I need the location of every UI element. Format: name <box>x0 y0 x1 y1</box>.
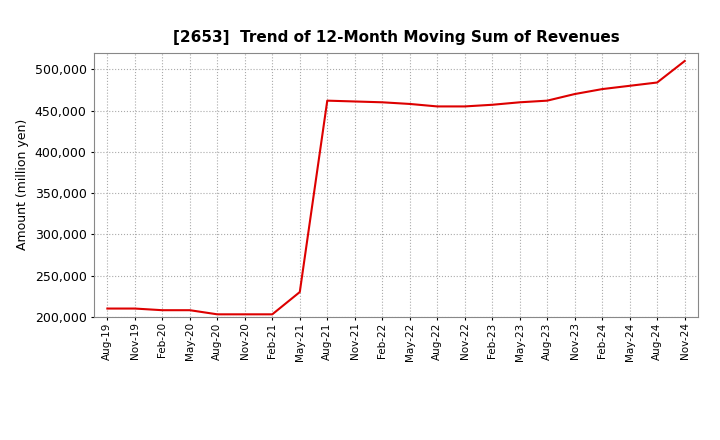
Title: [2653]  Trend of 12-Month Moving Sum of Revenues: [2653] Trend of 12-Month Moving Sum of R… <box>173 29 619 45</box>
Y-axis label: Amount (million yen): Amount (million yen) <box>16 119 29 250</box>
